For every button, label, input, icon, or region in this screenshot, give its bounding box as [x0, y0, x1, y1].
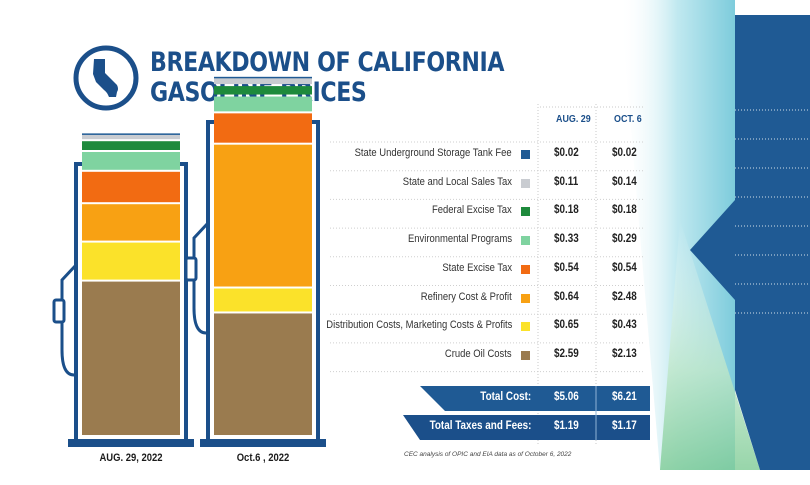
total-taxes-value: $1.17: [612, 420, 637, 432]
total-cost-value: $5.06: [554, 391, 579, 403]
data-label: $0.54: [612, 261, 637, 274]
bar-segment: [82, 242, 180, 280]
total-taxes-value: $1.19: [554, 420, 579, 432]
total-cost-value: $6.21: [612, 391, 637, 403]
data-label: $0.02: [612, 147, 637, 159]
total-taxes-banner: [403, 415, 650, 440]
pump-base: [200, 439, 326, 447]
data-label: $0.14: [612, 175, 637, 188]
pump-hose: [60, 263, 78, 377]
legend-swatch: [521, 322, 530, 332]
legend-swatch: [521, 293, 530, 303]
pump-caption: AUG. 29, 2022: [99, 452, 163, 464]
data-label: $0.02: [554, 147, 579, 159]
data-label: $0.18: [612, 204, 637, 217]
california-state-icon: [73, 45, 139, 111]
bar-segment: [214, 77, 312, 85]
series-label: Crude Oil Costs: [445, 347, 512, 360]
pump-nozzle: [52, 298, 66, 324]
series-label: Federal Excise Tax: [432, 204, 512, 217]
legend-swatch: [521, 207, 530, 217]
series-label: Distribution Costs, Marketing Costs & Pr…: [325, 319, 512, 332]
bar-segment: [82, 171, 180, 203]
legend-swatch: [521, 264, 530, 274]
legend-swatch: [521, 236, 530, 246]
series-label: Environmental Programs: [407, 233, 512, 246]
legend-swatch: [521, 178, 530, 188]
series-label: State and Local Sales Tax: [402, 175, 512, 188]
pump-hose: [192, 221, 210, 335]
series-label: Refinery Cost & Profit: [421, 290, 512, 303]
pump-nozzle: [184, 256, 198, 282]
bar-segment: [214, 86, 312, 95]
bar-segment: [214, 76, 312, 79]
bar-segment: [214, 113, 312, 143]
bar-segment: [82, 204, 180, 241]
pump-caption: Oct.6 , 2022: [236, 452, 290, 464]
column-header: AUG. 29: [556, 113, 591, 125]
legend-swatch: [521, 350, 530, 360]
total-taxes-label: Total Taxes and Fees:: [429, 420, 531, 432]
column-header: OCT. 6: [614, 113, 642, 125]
bar-segment: [82, 133, 180, 135]
bar-segment: [82, 134, 180, 140]
bar-segment: [214, 96, 312, 112]
data-label: $0.43: [612, 319, 637, 332]
data-label: $0.11: [554, 175, 579, 188]
data-label: $0.65: [554, 319, 579, 332]
data-label: $2.59: [554, 347, 579, 360]
data-label: $0.33: [554, 233, 579, 246]
bar-segment: [214, 288, 312, 312]
pump-base: [68, 439, 194, 447]
legend-swatch: [521, 150, 530, 159]
source-note: CEC analysis of OPIC and EIA data as of …: [404, 451, 572, 458]
data-label: $2.13: [612, 347, 637, 360]
bar-segment: [82, 152, 180, 170]
bar-segment: [82, 281, 180, 435]
bar-segment: [82, 141, 180, 150]
series-label: State Underground Storage Tank Fee: [354, 147, 512, 159]
data-label: $0.18: [554, 204, 579, 217]
bar-segment: [214, 313, 312, 435]
bar-segment: [214, 144, 312, 287]
total-cost-label: Total Cost:: [480, 391, 531, 403]
data-label: $0.64: [554, 290, 579, 303]
data-label: $0.29: [612, 233, 637, 246]
data-label: $2.48: [612, 290, 637, 303]
data-label: $0.54: [554, 261, 579, 274]
total-cost-banner: [420, 386, 650, 411]
series-label: State Excise Tax: [442, 261, 512, 274]
